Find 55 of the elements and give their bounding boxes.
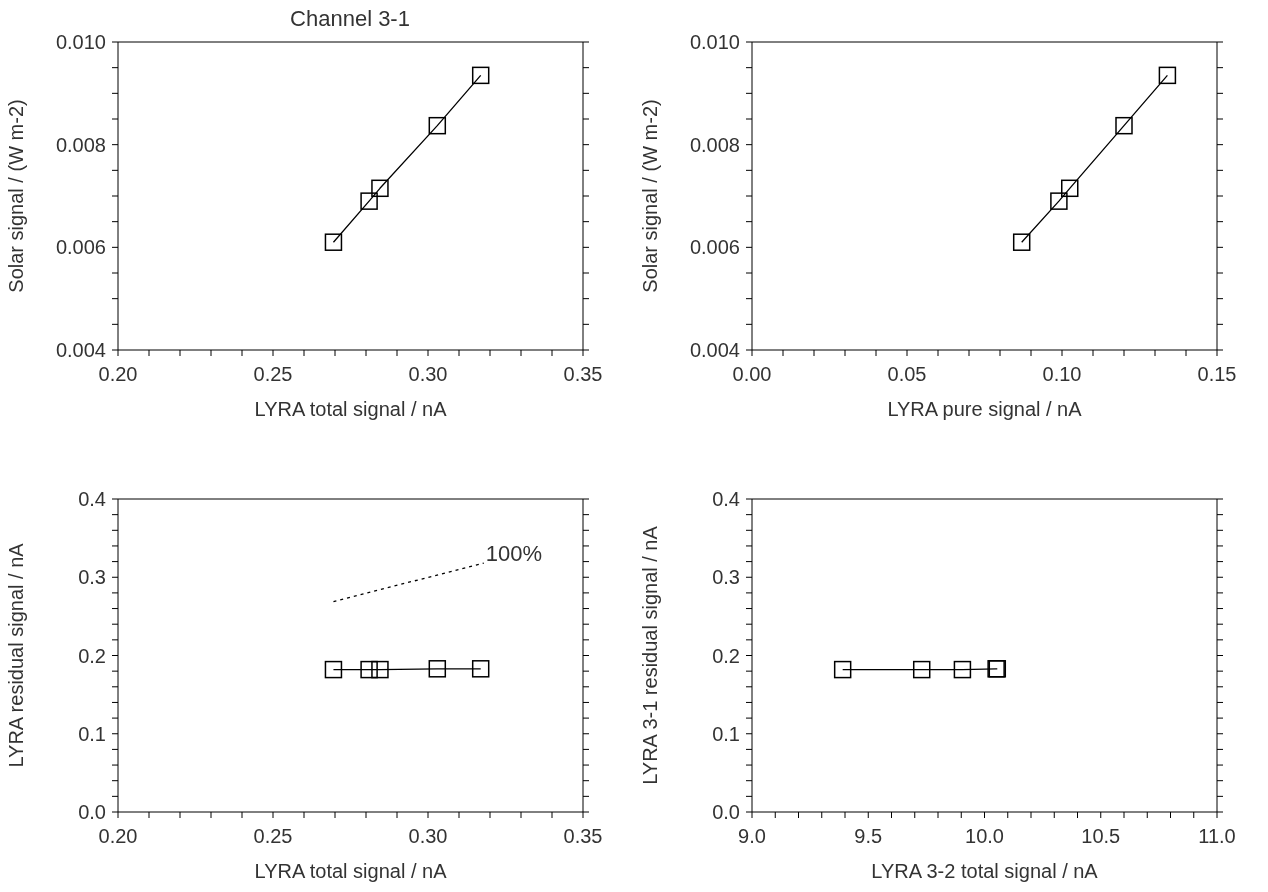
- y-tick-label: 0.010: [55, 31, 106, 53]
- y-tick-label: 0.0: [78, 801, 106, 823]
- point: [371, 179, 389, 198]
- y-tick-label: 0.1: [712, 722, 740, 745]
- point: [1012, 233, 1031, 251]
- y-tick-label: 0.4: [712, 488, 740, 510]
- x-tick-label: 0.30: [408, 825, 448, 847]
- y-tick-label: 0.3: [712, 566, 740, 589]
- x-tick-label: 9.5: [854, 825, 883, 847]
- point: [428, 116, 447, 135]
- point: [471, 66, 490, 85]
- point: [360, 192, 378, 210]
- y-tick-label: 0.008: [689, 133, 740, 156]
- x-tick-label: 0.30: [408, 363, 448, 385]
- y-axis-title: LYRA residual signal / nA: [5, 542, 28, 768]
- x-tick-label: 11.0: [1198, 825, 1236, 847]
- y-tick-label: 0.3: [78, 566, 106, 589]
- point: [324, 233, 343, 251]
- y-tick-label: 0.006: [55, 236, 106, 259]
- x-tick-label: 0.35: [563, 363, 603, 385]
- point: [1158, 66, 1177, 85]
- y-axis-title: LYRA 3-1 residual signal / nA: [639, 525, 662, 785]
- y-tick-label: 0.004: [55, 339, 106, 361]
- x-tick-label: 0.35: [563, 825, 603, 847]
- y-tick-label: 0.2: [712, 644, 740, 667]
- x-axis-title: LYRA 3-2 total signal / nA: [871, 860, 1099, 882]
- y-axis-title: Solar signal / (W m-2): [639, 99, 662, 293]
- y-tick-label: 0.008: [55, 133, 106, 156]
- x-tick-label: 0.25: [253, 825, 293, 847]
- chart-title: Channel 3-1: [289, 6, 411, 32]
- y-tick-label: 0.0: [712, 801, 740, 823]
- point: [1050, 192, 1068, 210]
- point: [1061, 179, 1079, 198]
- x-tick-label: 0.25: [253, 363, 293, 385]
- x-tick-label: 0.20: [98, 825, 138, 847]
- x-tick-label: 0.15: [1197, 363, 1237, 385]
- y-tick-label: 0.010: [689, 31, 740, 53]
- x-axis-title: LYRA pure signal / nA: [887, 398, 1083, 420]
- x-tick-label: 0.10: [1042, 363, 1082, 385]
- x-tick-label: 9.0: [738, 825, 766, 847]
- y-tick-label: 0.2: [78, 644, 106, 667]
- x-axis-title: LYRA total signal / nA: [254, 398, 448, 420]
- point: [1115, 116, 1133, 135]
- y-tick-label: 0.1: [78, 722, 106, 745]
- x-tick-label: 0.05: [887, 363, 927, 385]
- x-tick-label: 10.5: [1081, 825, 1121, 847]
- y-tick-label: 0.006: [689, 236, 740, 259]
- x-tick-label: 0.00: [732, 363, 772, 385]
- x-tick-label: 0.20: [98, 363, 138, 385]
- x-axis-title: LYRA total signal / nA: [254, 860, 448, 882]
- y-axis-title: Solar signal / (W m-2): [5, 99, 28, 293]
- y-tick-label: 0.004: [689, 339, 740, 361]
- y-tick-label: 0.4: [78, 488, 106, 510]
- annotation: 100%: [485, 540, 543, 566]
- x-tick-label: 10.0: [965, 825, 1004, 847]
